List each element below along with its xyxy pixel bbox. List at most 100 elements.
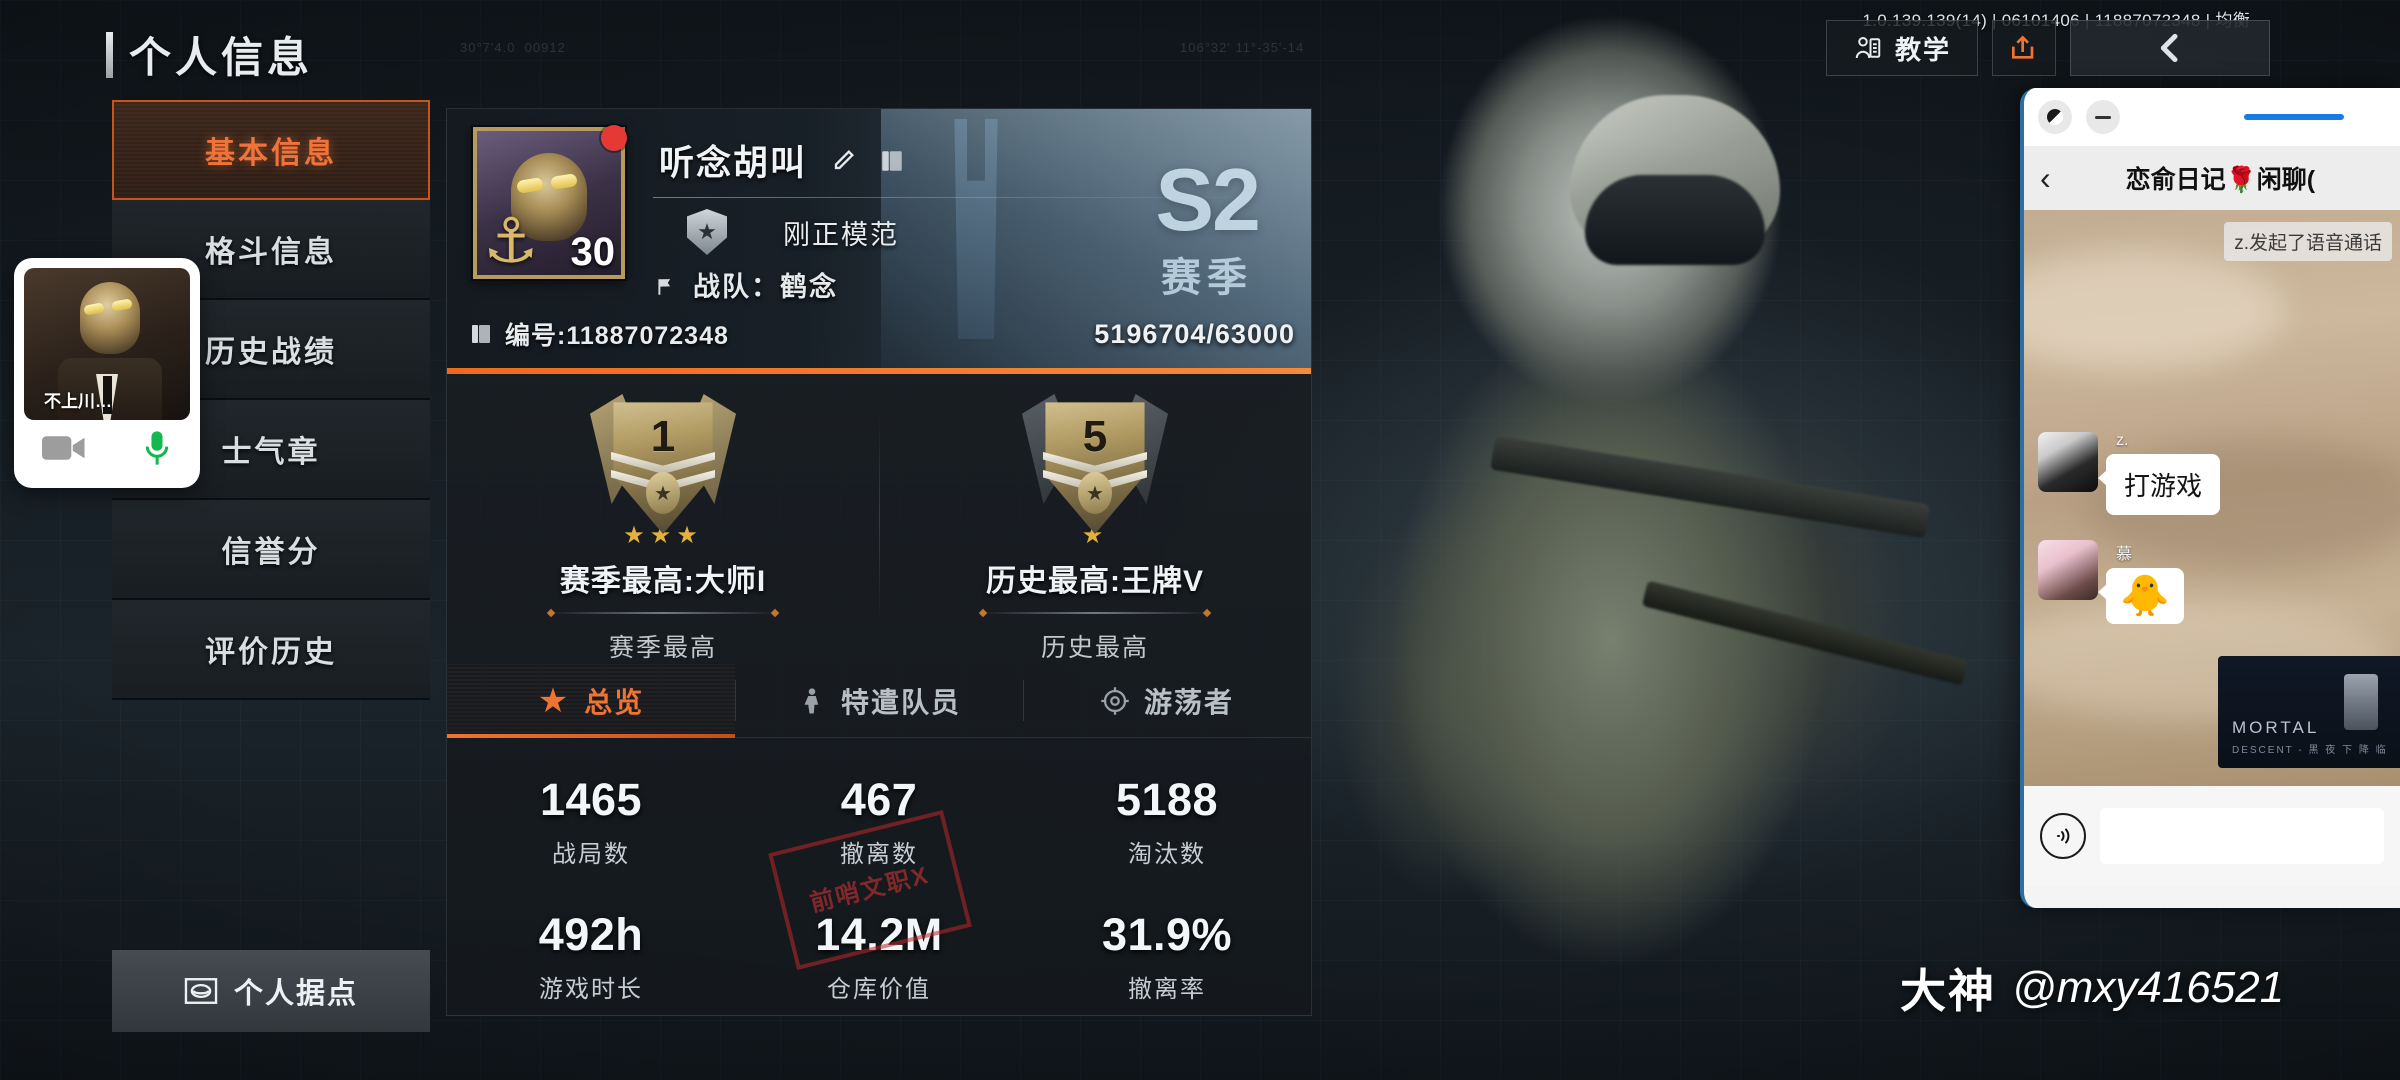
avatar[interactable] <box>2038 540 2098 600</box>
pencil-icon[interactable] <box>829 147 857 175</box>
avatar-level: 30 <box>570 230 616 274</box>
tab-operator[interactable]: 特遣队员 <box>735 664 1023 737</box>
call-avatar-tie <box>103 376 112 414</box>
chevron-left-icon <box>2150 28 2190 68</box>
call-caption: 不上川… <box>44 392 112 411</box>
medal-tier-number: 1 <box>650 412 676 461</box>
chevron-left-icon[interactable]: ‹ <box>2040 160 2051 196</box>
minimize-icon[interactable] <box>2086 100 2120 134</box>
sidebar: 基本信息 格斗信息 历史战绩 士气章 信誉分 评价历史 <box>112 100 430 700</box>
stat-value: 1465 <box>539 774 643 825</box>
stat-extractions: 467 撤离数 <box>735 760 1023 895</box>
stats-grid: 1465 战局数 467 撤离数 5188 淘汰数 492h 游戏时长 14.2… <box>447 738 1311 1015</box>
voice-input-icon[interactable] <box>2040 813 2086 859</box>
sticker-bubble[interactable]: 🐥 <box>2098 568 2184 624</box>
tab-label: 总览 <box>584 686 645 718</box>
avatar-eye-left <box>516 177 544 194</box>
xp-value: 5196704/63000 <box>1094 319 1295 349</box>
message-column: z. 打游戏 <box>2097 432 2221 515</box>
rank-label: 赛季最高:大师I <box>559 565 767 599</box>
sidebar-item-rating-history[interactable]: 评价历史 <box>112 600 430 700</box>
rank-sublabel: 历史最高 <box>1040 634 1149 662</box>
stat-label: 战局数 <box>552 841 630 868</box>
sender-name: z. <box>2116 432 2129 449</box>
target-icon <box>1100 686 1130 716</box>
season-label: 赛季 <box>1161 256 1253 300</box>
stat-label: 游戏时长 <box>539 976 643 1003</box>
chat-message-row[interactable]: 慕 🐥 <box>2038 540 2184 624</box>
chat-wallpaper-cloud <box>2024 250 2284 370</box>
stronghold-label: 个人据点 <box>233 978 358 1010</box>
player-id: 编号:11887072348 <box>505 322 729 350</box>
wechat-floating-window[interactable]: ‹ 恋俞日记🌹闲聊( z.发起了语音通话 z. 打游戏 慕 🐥 <box>2020 88 2400 908</box>
rank-label: 历史最高:王牌V <box>986 565 1204 599</box>
sidebar-label: 士气章 <box>221 436 321 469</box>
share-button[interactable] <box>1992 20 2056 76</box>
page-title-wrap: 个人信息 <box>106 24 313 85</box>
avatar[interactable]: ⚓ 30 <box>473 125 627 279</box>
chat-message-row[interactable]: z. 打游戏 <box>2038 432 2221 515</box>
tutorial-button[interactable]: 教学 <box>1825 20 1978 76</box>
rank-card-lifetime: 5 ★ ★ 历史最高:王牌V 历史最高 <box>879 374 1311 664</box>
video-call-widget[interactable]: 不上川… <box>14 258 200 488</box>
stronghold-icon <box>184 976 218 1006</box>
tab-overview[interactable]: ★ 总览 <box>447 664 735 738</box>
sidebar-label: 评价历史 <box>205 636 337 669</box>
card-subtitle: DESCENT - 黑 夜 下 降 临 <box>2232 745 2388 756</box>
stat-label: 撤离数 <box>840 841 918 868</box>
sidebar-label: 历史战绩 <box>205 336 337 369</box>
avatar-face <box>511 153 587 241</box>
medal-season: 1 ★ <box>588 390 738 534</box>
chat-input-bar <box>2024 786 2400 886</box>
shared-link-card[interactable]: MORTAL DESCENT - 黑 夜 下 降 临 <box>2218 656 2400 768</box>
system-message: z.发起了语音通话 <box>2224 222 2392 261</box>
sidebar-item-credit-score[interactable]: 信誉分 <box>112 500 430 600</box>
season-code: S2 <box>1155 150 1261 249</box>
chat-message-list[interactable]: z.发起了语音通话 z. 打游戏 慕 🐥 MORTAL DESCENT - 黑 … <box>2024 210 2400 786</box>
profile-header: S2 赛季 ⚓ 30 听念胡叫 <box>447 109 1311 374</box>
stat-value: 14.2M <box>815 909 943 960</box>
call-avatar-eye-left <box>83 302 105 316</box>
sidebar-label: 信誉分 <box>221 536 321 569</box>
float-window-icon[interactable] <box>2038 100 2072 134</box>
stat-value: 31.9% <box>1101 909 1233 960</box>
hud-decor-right: 106°32' 11°-35'-14 <box>1180 40 1305 55</box>
float-window-glyph <box>2047 109 2063 125</box>
tutorial-label: 教学 <box>1894 34 1951 65</box>
stat-stash-value: 14.2M 仓库价值 <box>735 895 1023 1015</box>
anchor-ornament-icon: ⚓ <box>483 207 539 276</box>
sidebar-item-basic-info[interactable]: 基本信息 <box>112 100 430 200</box>
message-bubble[interactable]: 打游戏 <box>2097 454 2221 515</box>
star-icon: ★ <box>537 681 571 720</box>
window-drag-handle[interactable] <box>2244 114 2344 120</box>
rank-rule <box>548 612 778 614</box>
player-id-row[interactable]: 编号:11887072348 <box>469 316 729 352</box>
copy-id-icon[interactable] <box>469 322 493 346</box>
honor-shield-icon: ★ <box>687 209 727 255</box>
wechat-navbar: ‹ 恋俞日记🌹闲聊( <box>2024 146 2400 210</box>
personal-stronghold-button[interactable]: 个人据点 <box>112 950 430 1032</box>
copy-icon[interactable] <box>879 148 905 174</box>
sender-name: 慕 <box>2116 546 2133 563</box>
sidebar-label: 基本信息 <box>205 137 337 170</box>
tab-wanderer[interactable]: 游荡者 <box>1023 664 1311 737</box>
stat-label: 仓库价值 <box>827 976 931 1003</box>
xp-progress-bar <box>447 368 1311 374</box>
profile-panel: S2 赛季 ⚓ 30 听念胡叫 <box>446 108 1312 1016</box>
operator-icon <box>797 686 827 716</box>
message-input[interactable] <box>2100 808 2384 864</box>
chat-title: 恋俞日记🌹闲聊( <box>2125 166 2316 194</box>
back-button[interactable] <box>2070 20 2270 76</box>
player-name: 听念胡叫 <box>659 144 808 183</box>
avatar[interactable] <box>2038 432 2098 492</box>
share-icon <box>2008 32 2040 64</box>
flag-icon <box>653 272 679 298</box>
video-camera-icon[interactable] <box>42 433 86 463</box>
header-buttons: 教学 <box>1825 20 2270 76</box>
avatar-eye-right <box>550 173 578 190</box>
microphone-icon[interactable] <box>142 430 172 466</box>
title-accent-bar <box>106 31 113 78</box>
message-column: 慕 🐥 <box>2098 540 2184 624</box>
call-avatar-face <box>80 282 140 354</box>
